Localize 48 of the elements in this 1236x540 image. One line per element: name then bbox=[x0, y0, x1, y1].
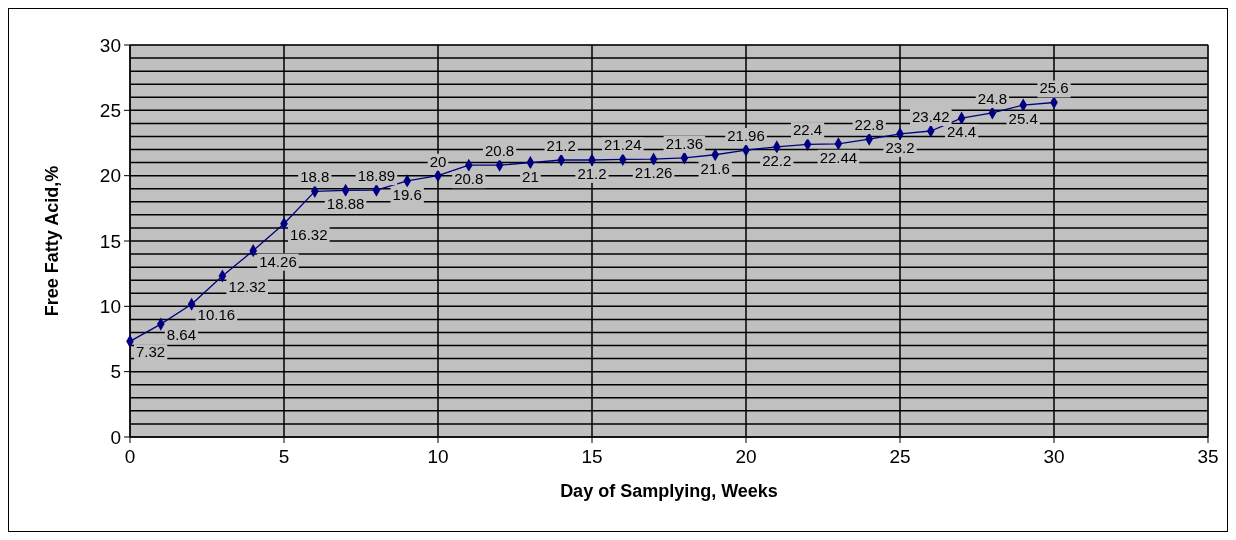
data-label: 16.32 bbox=[290, 225, 328, 243]
data-label: 18.88 bbox=[326, 195, 365, 213]
data-label: 20.8 bbox=[454, 170, 484, 188]
y-tick-label: 15 bbox=[99, 230, 121, 252]
data-label: 7.32 bbox=[136, 343, 166, 361]
data-label: 22.4 bbox=[793, 121, 823, 139]
x-tick-label: 10 bbox=[427, 446, 449, 467]
data-label: 8.64 bbox=[166, 326, 196, 344]
data-label: 21.2 bbox=[577, 164, 607, 182]
data-label: 25.4 bbox=[1008, 110, 1038, 128]
data-label: 23.42 bbox=[912, 107, 950, 125]
data-label: 21.26 bbox=[634, 164, 673, 182]
x-axis-title: Day of Samplying, Weeks bbox=[560, 481, 778, 501]
data-label: 21.36 bbox=[665, 134, 704, 152]
x-tick-label: 5 bbox=[278, 446, 290, 467]
x-tick-label: 30 bbox=[1043, 446, 1065, 467]
data-label: 24.4 bbox=[947, 123, 977, 141]
x-tick-label: 25 bbox=[889, 446, 911, 467]
data-label: 20 bbox=[429, 152, 447, 170]
x-tick-label: 0 bbox=[124, 446, 136, 467]
data-label: 22.8 bbox=[854, 116, 884, 134]
data-label: 21.2 bbox=[546, 136, 576, 154]
x-tick-label: 35 bbox=[1197, 446, 1219, 467]
x-tick-label: 20 bbox=[735, 446, 757, 467]
y-tick-label: 0 bbox=[110, 426, 121, 448]
data-label: 23.2 bbox=[885, 138, 915, 156]
data-label: 14.26 bbox=[259, 252, 297, 270]
y-tick-label: 10 bbox=[99, 295, 121, 317]
data-label: 18.89 bbox=[357, 167, 396, 185]
data-label: 21.6 bbox=[700, 159, 730, 177]
data-label: 12.32 bbox=[228, 278, 266, 296]
data-label: 22.2 bbox=[762, 151, 792, 169]
data-label: 20.8 bbox=[485, 142, 515, 160]
data-label: 21.24 bbox=[604, 136, 642, 154]
data-label: 21 bbox=[522, 167, 539, 185]
data-label: 24.8 bbox=[977, 89, 1007, 107]
y-tick-label: 30 bbox=[99, 34, 121, 56]
data-label: 21.96 bbox=[727, 127, 765, 145]
data-label: 22.44 bbox=[819, 148, 858, 166]
y-tick-label: 20 bbox=[99, 165, 121, 187]
data-label: 10.16 bbox=[197, 306, 236, 324]
y-tick-label: 5 bbox=[110, 361, 121, 383]
y-tick-label: 25 bbox=[99, 99, 121, 121]
data-label: 25.6 bbox=[1039, 79, 1069, 97]
data-label: 19.6 bbox=[392, 185, 422, 203]
x-tick-label: 15 bbox=[581, 446, 603, 467]
data-label: 18.8 bbox=[300, 168, 330, 186]
y-axis-title: Free Fatty Acid,% bbox=[42, 165, 62, 317]
